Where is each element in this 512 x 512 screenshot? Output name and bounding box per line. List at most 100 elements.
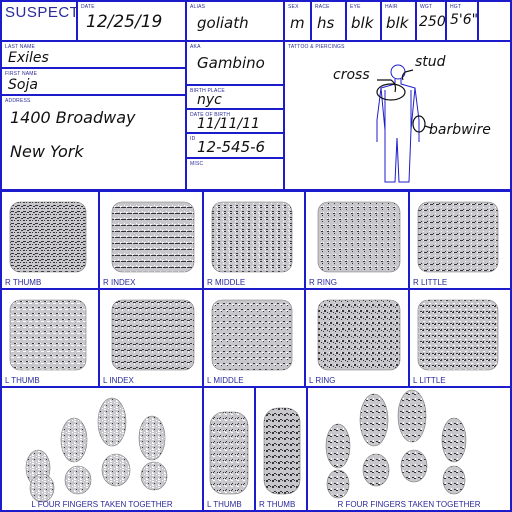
aka-cell[interactable]: AKA Gambino xyxy=(185,40,285,86)
eye-cell[interactable]: EYE blk xyxy=(345,0,382,42)
l-little-print xyxy=(417,299,499,371)
aka-label: AKA xyxy=(190,44,201,50)
alias-label: ALIAS xyxy=(190,4,206,10)
r-thumb-plain-label: R THUMB xyxy=(259,500,296,509)
race-label: RACE xyxy=(315,4,330,10)
l-middle-print xyxy=(211,299,293,371)
weight-value: 250 xyxy=(419,14,446,30)
l-ring-label: L RING xyxy=(309,376,336,385)
sex-label: SEX xyxy=(288,4,299,10)
r-middle-print xyxy=(211,201,293,273)
weight-cell[interactable]: WGT 250 xyxy=(415,0,447,42)
hair-cell[interactable]: HAIR blk xyxy=(380,0,417,42)
l-thumb-plain-print xyxy=(209,411,249,495)
l-thumb-plain-label: L THUMB xyxy=(207,500,242,509)
r-four-fingers-cell[interactable]: R FOUR FINGERS TAKEN TOGETHER xyxy=(306,386,512,512)
race-value: hs xyxy=(317,14,335,32)
race-cell[interactable]: RACE hs xyxy=(310,0,347,42)
date-cell[interactable]: DATE 12/25/19 xyxy=(76,0,187,42)
alias-value: goliath xyxy=(197,14,249,32)
address-cell[interactable]: ADDRESS 1400 Broadway New York xyxy=(0,94,187,191)
l-index-label: L INDEX xyxy=(103,376,134,385)
r-index-print xyxy=(111,201,195,273)
birthplace-label: BIRTH PLACE xyxy=(190,88,225,94)
r-ring-label: R RING xyxy=(309,278,337,287)
tattoo-label: TATTOO & PIERCINGS xyxy=(288,44,345,50)
r-thumb-plain-cell[interactable]: R THUMB xyxy=(254,386,308,512)
address-line2: New York xyxy=(10,142,84,161)
l-four-fingers-cell[interactable]: L FOUR FINGERS TAKEN TOGETHER xyxy=(0,386,204,512)
address-line1: 1400 Broadway xyxy=(10,108,136,127)
first-name-cell[interactable]: FIRST NAME Soja xyxy=(0,67,187,96)
l-ring-print xyxy=(317,299,401,371)
r-ring-cell[interactable]: R RING xyxy=(304,190,410,290)
r-ring-print xyxy=(317,201,401,273)
hair-label: HAIR xyxy=(385,4,398,10)
l-thumb-label: L THUMB xyxy=(5,376,40,385)
r-thumb-label: R THUMB xyxy=(5,278,42,287)
aka-value: Gambino xyxy=(197,54,265,72)
misc-cell[interactable]: MISC xyxy=(185,157,285,191)
eye-label: EYE xyxy=(350,4,361,10)
height-label: HGT xyxy=(450,4,462,10)
first-name-value: Soja xyxy=(8,77,38,93)
tattoo-markings xyxy=(376,69,432,133)
l-index-print xyxy=(111,299,195,371)
tattoo-cross-note: cross xyxy=(333,67,370,83)
r-little-print xyxy=(417,201,499,273)
r-four-fingers-label: R FOUR FINGERS TAKEN TOGETHER xyxy=(337,500,481,509)
l-thumb-cell[interactable]: L THUMB xyxy=(0,288,100,388)
title-cell: SUSPECT xyxy=(0,0,78,42)
sex-value: m xyxy=(290,14,305,32)
tattoo-barbwire-note: barbwire xyxy=(429,122,491,138)
card-title: SUSPECT xyxy=(5,4,78,21)
first-name-label: FIRST NAME xyxy=(5,71,38,77)
r-index-label: R INDEX xyxy=(103,278,136,287)
date-label: DATE xyxy=(81,4,95,10)
last-name-label: LAST NAME xyxy=(5,44,36,50)
r-little-label: R LITTLE xyxy=(413,278,448,287)
height-value: 5'6" xyxy=(450,12,479,28)
address-label: ADDRESS xyxy=(5,98,31,104)
l-thumb-plain-cell[interactable]: L THUMB xyxy=(202,386,256,512)
last-name-cell[interactable]: LAST NAME Exiles xyxy=(0,40,187,69)
l-four-fingers-print xyxy=(25,397,168,503)
dob-value: 11/11/11 xyxy=(197,116,260,132)
id-label: ID xyxy=(190,136,196,142)
blank-cell xyxy=(477,0,512,42)
l-ring-cell[interactable]: L RING xyxy=(304,288,410,388)
l-index-cell[interactable]: L INDEX xyxy=(98,288,204,388)
l-little-label: L LITTLE xyxy=(413,376,446,385)
eye-value: blk xyxy=(351,14,374,32)
sex-cell[interactable]: SEX m xyxy=(283,0,312,42)
r-thumb-cell[interactable]: R THUMB xyxy=(0,190,100,290)
r-index-cell[interactable]: R INDEX xyxy=(98,190,204,290)
date-value: 12/25/19 xyxy=(86,12,163,32)
r-four-fingers-print xyxy=(325,389,467,499)
dob-label: DATE OF BIRTH xyxy=(190,112,231,118)
alias-cell[interactable]: ALIAS goliath xyxy=(185,0,285,42)
birthplace-cell[interactable]: BIRTH PLACE nyc xyxy=(185,84,285,110)
l-four-fingers-label: L FOUR FINGERS TAKEN TOGETHER xyxy=(31,500,173,509)
l-middle-label: L MIDDLE xyxy=(207,376,244,385)
tattoo-stud-note: stud xyxy=(415,54,446,70)
height-cell[interactable]: HGT 5'6" xyxy=(445,0,479,42)
birthplace-value: nyc xyxy=(197,92,222,108)
hair-value: blk xyxy=(386,14,409,32)
last-name-value: Exiles xyxy=(8,50,49,66)
dob-cell[interactable]: DATE OF BIRTH 11/11/11 xyxy=(185,108,285,134)
l-thumb-print xyxy=(9,299,87,371)
tattoo-cell[interactable]: TATTOO & PIERCINGS cross stud barbwire xyxy=(283,40,512,191)
r-middle-cell[interactable]: R MIDDLE xyxy=(202,190,306,290)
r-little-cell[interactable]: R LITTLE xyxy=(408,190,512,290)
id-cell[interactable]: ID 12-545-6 xyxy=(185,132,285,159)
r-thumb-print xyxy=(9,201,87,273)
misc-label: MISC xyxy=(190,161,204,167)
id-value: 12-545-6 xyxy=(197,138,266,156)
l-little-cell[interactable]: L LITTLE xyxy=(408,288,512,388)
r-middle-label: R MIDDLE xyxy=(207,278,246,287)
l-middle-cell[interactable]: L MIDDLE xyxy=(202,288,306,388)
r-thumb-plain-print xyxy=(263,407,301,495)
weight-label: WGT xyxy=(420,4,433,10)
